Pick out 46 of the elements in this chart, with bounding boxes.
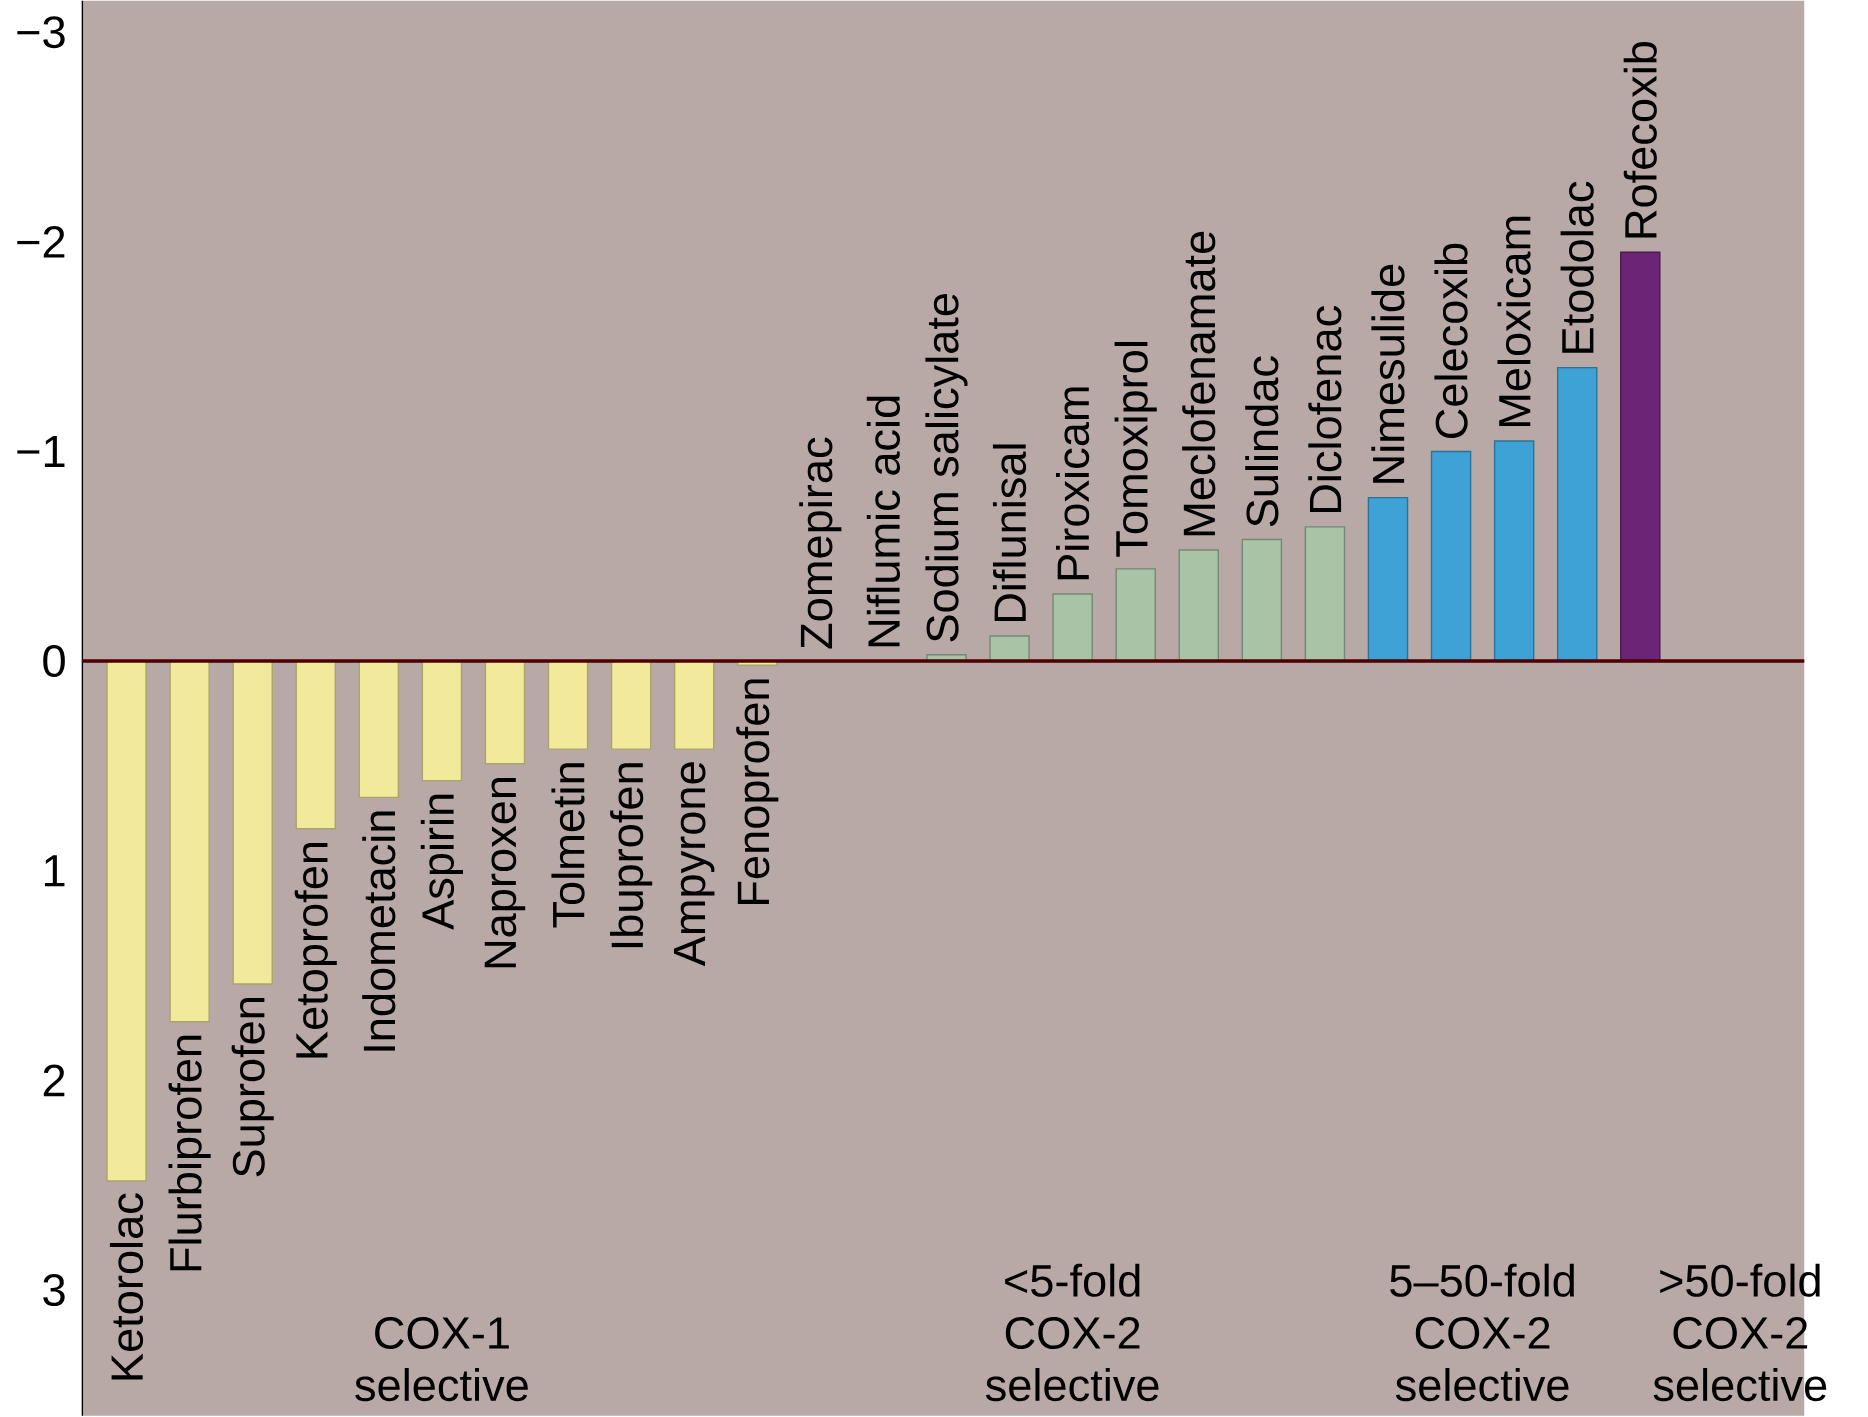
- x-tick-label: Fenoprofen: [736, 679, 779, 905]
- bar: [610, 660, 652, 751]
- x-tick-label: Aspirin: [420, 794, 463, 931]
- bar: [673, 660, 715, 751]
- x-tick-label: Zomepirac: [799, 437, 842, 649]
- y-tick-label: −1: [17, 436, 65, 468]
- bar: [484, 660, 526, 765]
- x-tick-label: Tolmetin: [551, 763, 585, 928]
- bar: [421, 660, 463, 782]
- x-tick-label: Nimesulide: [1371, 265, 1405, 483]
- x-tick-label: Piroxicam: [1056, 387, 1090, 580]
- y-tick-label: 1: [44, 855, 65, 887]
- x-tick-label: Sodium salicylate: [925, 294, 968, 642]
- y-tick-label: 2: [43, 1064, 65, 1097]
- x-tick-label: Ibuprofen: [610, 763, 653, 948]
- bar: [232, 660, 273, 985]
- bar: [295, 660, 336, 830]
- x-tick-label: Flurbiprofen: [168, 1036, 211, 1271]
- x-tick-label: Naproxen: [484, 778, 526, 968]
- y-tick-label: 3: [43, 1274, 65, 1307]
- x-tick-label: Diflunisal: [992, 444, 1027, 622]
- x-tick-label: Meclofenamate: [1182, 232, 1216, 536]
- y-tick-label: −3: [17, 16, 65, 49]
- y-tick-label: −2: [17, 226, 65, 258]
- x-tick-label: Ampyrone: [673, 762, 715, 967]
- x-tick-label: Niflumic acid: [866, 396, 900, 647]
- annotation: 5–50-fold COX-2 selective: [1390, 1263, 1574, 1402]
- bar: [106, 660, 147, 1182]
- y-tick-label: 0: [43, 645, 65, 678]
- x-tick-label: Ketoprofen: [294, 843, 337, 1058]
- x-tick-label: Meloxicam: [1497, 217, 1531, 427]
- annotation: COX-1 selective: [355, 1317, 528, 1402]
- bar: [547, 660, 589, 751]
- x-tick-label: Etodolac: [1560, 181, 1594, 353]
- x-tick-label: Diclofenac: [1308, 306, 1342, 513]
- bar: [358, 660, 400, 799]
- x-tick-label: Indometacin: [362, 811, 396, 1051]
- x-tick-label: Tomoxiprol: [1114, 342, 1157, 557]
- bar: [169, 660, 210, 1023]
- x-tick-label: Suprofen: [231, 998, 274, 1177]
- x-tick-label: Rofecoxib: [1623, 42, 1657, 238]
- x-tick-label: Ketorolac: [109, 1193, 144, 1380]
- annotation: <5-fold COX-2 selective: [985, 1263, 1159, 1402]
- x-tick-label: Celecoxib: [1434, 243, 1468, 439]
- x-tick-label: Sulindac: [1245, 356, 1279, 527]
- annotation: >50-fold COX-2 selective: [1653, 1263, 1827, 1402]
